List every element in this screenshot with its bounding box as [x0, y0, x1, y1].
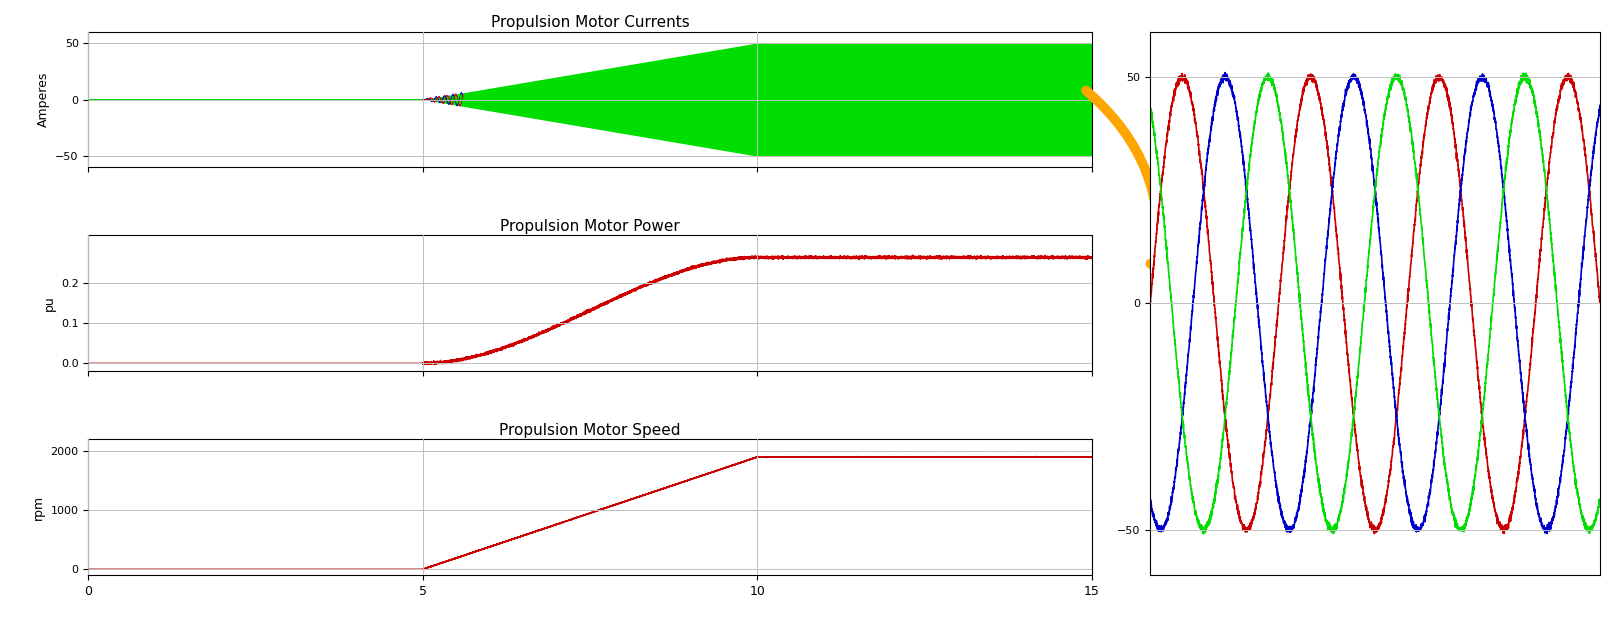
Y-axis label: pu: pu [42, 296, 55, 311]
Y-axis label: rpm: rpm [32, 495, 45, 520]
Title: Propulsion Motor Speed: Propulsion Motor Speed [500, 423, 680, 438]
Title: Propulsion Motor Currents: Propulsion Motor Currents [490, 15, 689, 30]
Y-axis label: Amperes: Amperes [37, 72, 50, 127]
Title: Propulsion Motor Power: Propulsion Motor Power [500, 219, 680, 234]
